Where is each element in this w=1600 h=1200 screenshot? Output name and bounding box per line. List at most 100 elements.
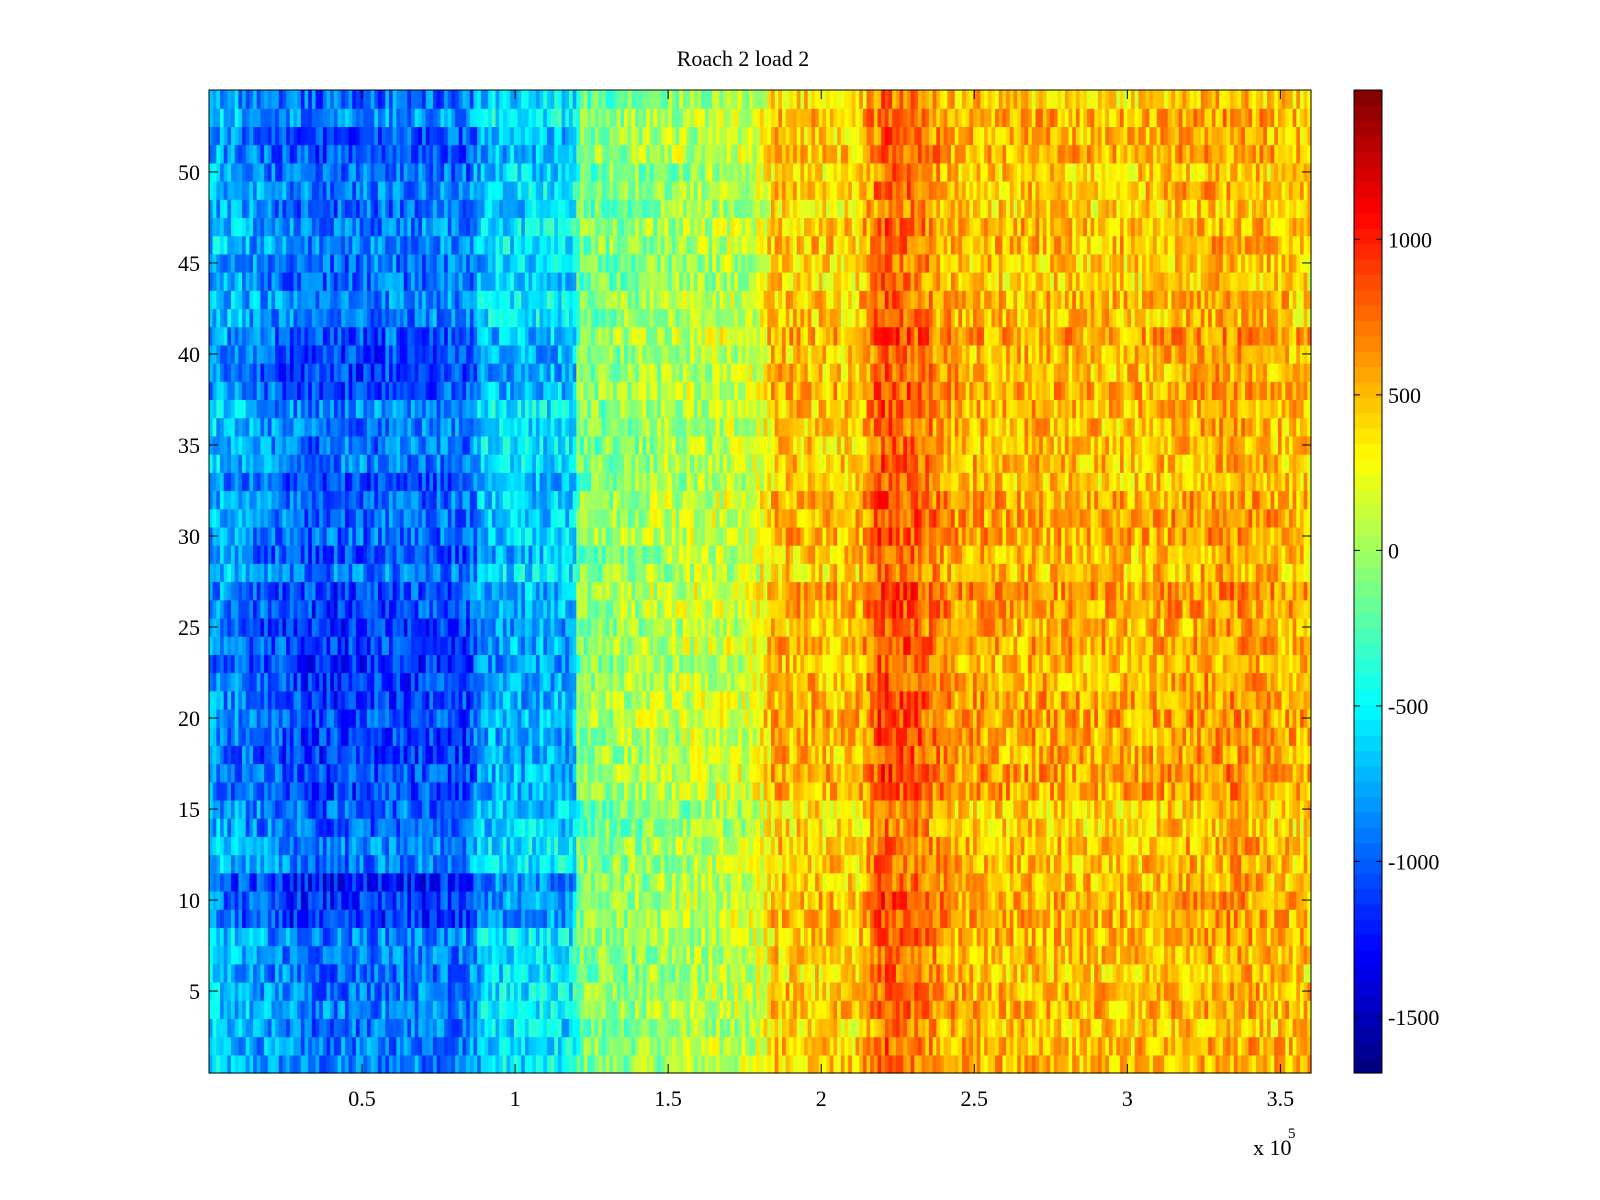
heatmap-cell (1091, 836, 1095, 855)
heatmap-cell (1197, 1037, 1201, 1056)
heatmap-cell (470, 836, 474, 855)
heatmap-cell (1113, 964, 1117, 983)
heatmap-cell (404, 800, 408, 819)
heatmap-cell (1131, 891, 1135, 910)
heatmap-cell (308, 836, 312, 855)
heatmap-cell (672, 927, 676, 946)
heatmap-cell (885, 818, 889, 837)
heatmap-cell (260, 855, 264, 874)
heatmap-cell (286, 873, 290, 892)
heatmap-cell (720, 855, 724, 874)
heatmap-cell (991, 1018, 995, 1037)
heatmap-cell (900, 909, 904, 928)
heatmap-cell (907, 927, 911, 946)
heatmap-cell (991, 800, 995, 819)
heatmap-cell (642, 855, 646, 874)
heatmap-cell (863, 946, 867, 965)
heatmap-cell (878, 982, 882, 1001)
heatmap-cell (951, 800, 955, 819)
heatmap-cell (540, 927, 544, 946)
heatmap-cell (782, 855, 786, 874)
heatmap-cell (1296, 964, 1300, 983)
heatmap-cell (1116, 927, 1120, 946)
heatmap-cell (1080, 1055, 1084, 1074)
heatmap-cell (1179, 1000, 1183, 1019)
heatmap-cell (1061, 964, 1065, 983)
heatmap-cell (312, 927, 316, 946)
heatmap-cell (841, 855, 845, 874)
heatmap-cell (415, 818, 419, 837)
heatmap-cell (856, 982, 860, 1001)
heatmap-cell (393, 855, 397, 874)
heatmap-cell (922, 1018, 926, 1037)
heatmap-cell (1080, 982, 1084, 1001)
heatmap-cell (1278, 782, 1282, 801)
heatmap-cell (529, 764, 533, 783)
heatmap-cell (1054, 818, 1058, 837)
heatmap-cell (235, 764, 239, 783)
heatmap-cell (290, 964, 294, 983)
heatmap-cell (558, 818, 562, 837)
heatmap-cell (518, 909, 522, 928)
heatmap-cell (822, 836, 826, 855)
heatmap-cell (1160, 964, 1164, 983)
heatmap-cell (705, 818, 709, 837)
heatmap-cell (1105, 818, 1109, 837)
heatmap-cell (260, 909, 264, 928)
heatmap-cell (642, 1018, 646, 1037)
heatmap-cell (536, 800, 540, 819)
heatmap-cell (698, 964, 702, 983)
heatmap-cell (764, 964, 768, 983)
heatmap-cell (257, 909, 261, 928)
heatmap-cell (672, 782, 676, 801)
heatmap-cell (1047, 1055, 1051, 1074)
heatmap-cell (327, 1018, 331, 1037)
heatmap-cell (753, 836, 757, 855)
heatmap-cell (1157, 800, 1161, 819)
heatmap-cell (771, 927, 775, 946)
heatmap-cell (1102, 1037, 1106, 1056)
heatmap-cell (1164, 982, 1168, 1001)
heatmap-cell (1282, 873, 1286, 892)
heatmap-cell (209, 964, 213, 983)
heatmap-cell (279, 909, 283, 928)
heatmap-cell (1109, 1055, 1113, 1074)
heatmap-cell (293, 946, 297, 965)
heatmap-cell (631, 1000, 635, 1019)
heatmap-cell (554, 800, 558, 819)
heatmap-cell (1069, 1037, 1073, 1056)
heatmap-cell (1024, 873, 1028, 892)
heatmap-cell (863, 909, 867, 928)
heatmap-cell (407, 1000, 411, 1019)
heatmap-cell (279, 836, 283, 855)
heatmap-cell (609, 982, 613, 1001)
heatmap-cell (595, 909, 599, 928)
heatmap-cell (1061, 836, 1065, 855)
heatmap-cell (727, 764, 731, 783)
heatmap-cell (257, 764, 261, 783)
heatmap-cell (532, 800, 536, 819)
heatmap-cell (356, 927, 360, 946)
heatmap-cell (1271, 800, 1275, 819)
heatmap-cell (940, 818, 944, 837)
heatmap-cell (275, 782, 279, 801)
heatmap-cell (536, 927, 540, 946)
heatmap-cell (338, 909, 342, 928)
heatmap-cell (940, 927, 944, 946)
heatmap-cell (308, 873, 312, 892)
heatmap-cell (587, 982, 591, 1001)
heatmap-cell (1013, 1000, 1017, 1019)
heatmap-cell (595, 818, 599, 837)
heatmap-cell (936, 1018, 940, 1037)
heatmap-cell (1050, 891, 1054, 910)
heatmap-cell (485, 855, 489, 874)
heatmap-cell (922, 946, 926, 965)
heatmap-cell (1142, 855, 1146, 874)
heatmap-cell (863, 927, 867, 946)
heatmap-cell (705, 836, 709, 855)
heatmap-cell (734, 891, 738, 910)
heatmap-cell (349, 818, 353, 837)
heatmap-cell (903, 782, 907, 801)
heatmap-cell (275, 946, 279, 965)
heatmap-cell (720, 891, 724, 910)
